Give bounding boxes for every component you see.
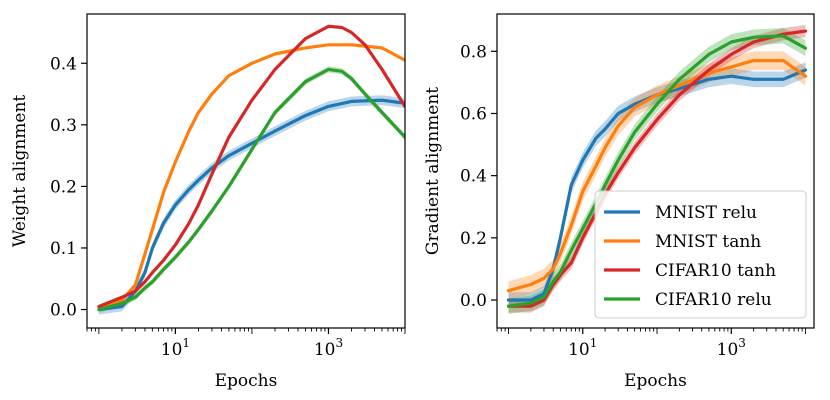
series-line-mnist-relu [97, 98, 405, 312]
legend: MNIST relu MNIST tanh CIFAR10 tanh CIFAR10 … [594, 190, 807, 319]
series-line-mnist-relu [506, 68, 808, 302]
legend-label-cifar10-relu: CIFAR10 relu [655, 290, 772, 310]
y-axis-label: Gradient alignment [423, 87, 443, 255]
x-axis-label: Epochs [215, 371, 278, 391]
plot-frame [86, 13, 406, 329]
y-tick-label: 0.2 [50, 177, 77, 197]
y-axis-label: Weight alignment [10, 95, 30, 248]
y-tick-label: 0.4 [460, 167, 487, 187]
x-tick-label: 101 [568, 336, 597, 360]
legend-label-mnist-relu: MNIST relu [655, 203, 757, 223]
series-band-mnist-relu [508, 62, 806, 308]
legend-label-cifar10-tanh: CIFAR10 tanh [655, 261, 776, 281]
series-line-cifar10-tanh [97, 24, 405, 309]
plot-area [506, 24, 808, 314]
x-axis-label: Epochs [624, 371, 687, 391]
legend-label-mnist-tanh: MNIST tanh [655, 232, 761, 252]
gradient-alignment-panel: 0.0 0.2 0.4 0.6 0.8 101 103 Epochs Gradient alig… [423, 13, 815, 391]
series-band-mnist-relu [98, 95, 405, 315]
y-tick-label: 0.0 [50, 301, 77, 321]
y-tick-label: 0.1 [50, 239, 77, 259]
y-tick-label: 0.6 [460, 104, 487, 124]
plot-frame [496, 13, 815, 329]
y-tick-label: 0.0 [460, 291, 487, 311]
y-tick-label: 0.2 [460, 229, 487, 249]
x-tick-label: 103 [314, 336, 343, 360]
series-line-mnist-tanh [97, 43, 405, 312]
weight-alignment-panel: 0.0 0.1 0.2 0.3 0.4 101 103 Epochs Weight alignm… [10, 13, 406, 391]
x-tick-label: 101 [161, 336, 190, 360]
series-line-cifar10-relu [506, 34, 808, 308]
y-tick-label: 0.8 [460, 42, 487, 62]
series-band-mnist-tanh [508, 51, 806, 300]
y-tick-label: 0.4 [50, 54, 77, 74]
x-tick-label: 103 [717, 336, 746, 360]
y-tick-label: 0.3 [50, 116, 77, 136]
legend-box [594, 190, 807, 319]
plot-area [97, 24, 405, 315]
series-line-cifar10-relu [97, 67, 405, 312]
series-line-mnist-tanh [506, 58, 808, 293]
